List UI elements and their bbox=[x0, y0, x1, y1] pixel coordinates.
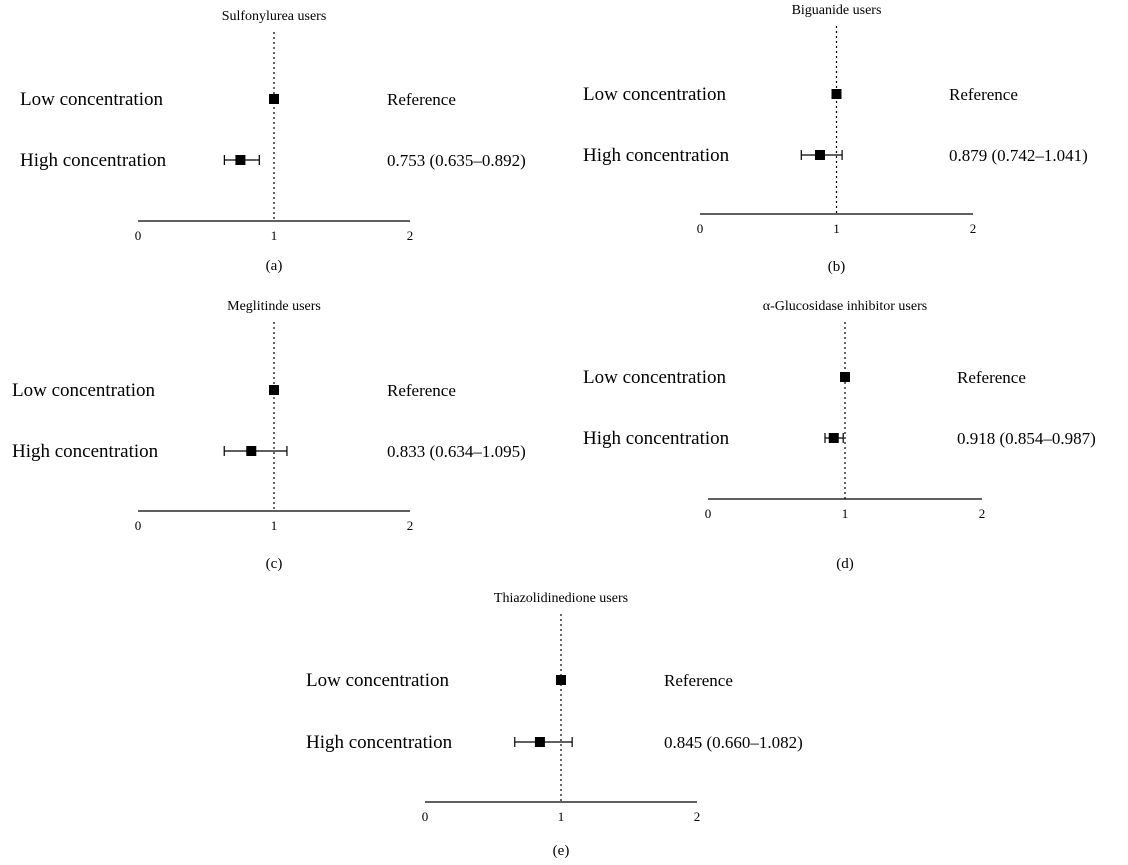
estimate-point bbox=[828, 433, 839, 443]
panel-caption: (b) bbox=[828, 259, 846, 275]
estimate-text: Reference bbox=[957, 368, 1026, 387]
x-tick-label: 1 bbox=[842, 506, 849, 521]
panel-title: Thiazolidinedione users bbox=[494, 591, 628, 606]
estimate-text: 0.833 (0.634–1.095) bbox=[387, 442, 526, 461]
panel-title: α-Glucosidase inhibitor users bbox=[763, 299, 927, 314]
row-label: Low concentration bbox=[583, 367, 726, 388]
estimate-point bbox=[534, 737, 545, 747]
row-label: High concentration bbox=[20, 150, 167, 171]
estimate-point bbox=[831, 89, 842, 99]
panel-caption: (a) bbox=[266, 258, 283, 274]
panel-caption: (e) bbox=[553, 843, 570, 859]
estimate-point bbox=[246, 446, 257, 456]
x-tick-label: 0 bbox=[135, 518, 142, 533]
estimate-text: Reference bbox=[387, 90, 456, 109]
panel-caption: (d) bbox=[836, 556, 854, 572]
estimate-point bbox=[814, 150, 825, 160]
x-tick-label: 0 bbox=[135, 228, 142, 243]
row-label: High concentration bbox=[583, 145, 730, 166]
estimate-text: 0.845 (0.660–1.082) bbox=[664, 733, 803, 752]
x-tick-label: 2 bbox=[407, 228, 414, 243]
estimate-text: Reference bbox=[387, 381, 456, 400]
forest-panel: Sulfonylurea users 0 1 2 Low concentration Re… bbox=[20, 9, 526, 274]
x-tick-label: 1 bbox=[271, 228, 278, 243]
x-tick-label: 2 bbox=[694, 809, 701, 824]
row-label: High concentration bbox=[583, 428, 730, 449]
row-label: Low concentration bbox=[20, 89, 163, 110]
estimate-point bbox=[235, 155, 246, 165]
panel-title: Meglitinde users bbox=[227, 299, 321, 314]
estimate-text: Reference bbox=[664, 671, 733, 690]
estimate-text: 0.753 (0.635–0.892) bbox=[387, 151, 526, 170]
estimate-text: 0.879 (0.742–1.041) bbox=[949, 146, 1088, 165]
x-tick-label: 0 bbox=[697, 221, 704, 236]
forest-panel: Meglitinde users 0 1 2 Low concentration Refe… bbox=[12, 299, 526, 572]
x-tick-label: 0 bbox=[422, 809, 429, 824]
estimate-point bbox=[556, 675, 566, 685]
estimate-point bbox=[840, 372, 850, 382]
row-label: High concentration bbox=[12, 441, 159, 462]
forest-panel: α-Glucosidase inhibitor users 0 1 2 Low conc… bbox=[583, 299, 1096, 572]
x-tick-label: 1 bbox=[271, 518, 278, 533]
forest-panel: Thiazolidinedione users 0 1 2 Low concentrat… bbox=[306, 591, 803, 859]
x-tick-label: 2 bbox=[970, 221, 977, 236]
estimate-point bbox=[269, 94, 279, 104]
estimate-text: Reference bbox=[949, 85, 1018, 104]
estimate-text: 0.918 (0.854–0.987) bbox=[957, 429, 1096, 448]
panel-title: Sulfonylurea users bbox=[222, 9, 327, 24]
row-label: Low concentration bbox=[12, 380, 155, 401]
x-tick-label: 1 bbox=[558, 809, 565, 824]
x-tick-label: 2 bbox=[979, 506, 986, 521]
x-tick-label: 1 bbox=[833, 221, 840, 236]
row-label: Low concentration bbox=[306, 670, 449, 691]
row-label: High concentration bbox=[306, 732, 453, 753]
panel-caption: (c) bbox=[266, 556, 283, 572]
row-label: Low concentration bbox=[583, 84, 726, 105]
panel-title: Biguanide users bbox=[792, 3, 882, 18]
x-tick-label: 0 bbox=[705, 506, 712, 521]
estimate-point bbox=[269, 385, 279, 395]
forest-panel: Biguanide users 0 1 2 Low concentration Refer… bbox=[583, 3, 1088, 275]
x-tick-label: 2 bbox=[407, 518, 414, 533]
